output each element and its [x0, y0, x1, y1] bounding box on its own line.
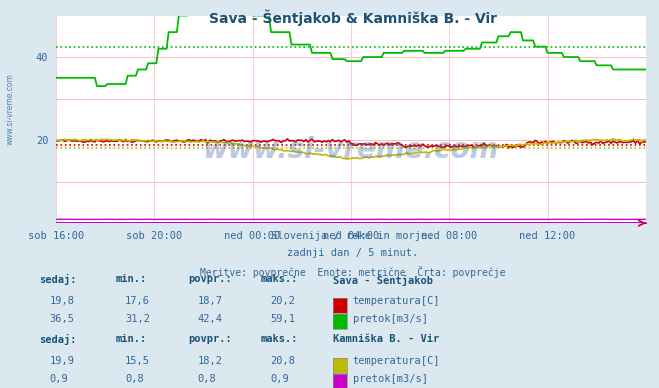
Text: www.si-vreme.com: www.si-vreme.com	[203, 137, 499, 165]
Text: temperatura[C]: temperatura[C]	[353, 356, 440, 366]
Text: temperatura[C]: temperatura[C]	[353, 296, 440, 306]
Text: 19,8: 19,8	[49, 296, 74, 306]
Text: sedaj:: sedaj:	[40, 274, 77, 284]
Text: 0,8: 0,8	[125, 374, 144, 385]
Text: 31,2: 31,2	[125, 314, 150, 324]
Text: pretok[m3/s]: pretok[m3/s]	[353, 314, 428, 324]
Text: 0,9: 0,9	[270, 374, 289, 385]
Text: 15,5: 15,5	[125, 356, 150, 366]
Text: 20,8: 20,8	[270, 356, 295, 366]
Text: sedaj:: sedaj:	[40, 334, 77, 345]
Text: 19,9: 19,9	[49, 356, 74, 366]
Text: Kamniška B. - Vir: Kamniška B. - Vir	[333, 334, 439, 344]
Text: Meritve: povprečne  Enote: metrične  Črta: povprečje: Meritve: povprečne Enote: metrične Črta:…	[200, 266, 505, 278]
Text: 36,5: 36,5	[49, 314, 74, 324]
Text: min.:: min.:	[115, 274, 146, 284]
Text: 20,2: 20,2	[270, 296, 295, 306]
Text: Slovenija / reke in morje.: Slovenija / reke in morje.	[272, 231, 434, 241]
Text: zadnji dan / 5 minut.: zadnji dan / 5 minut.	[287, 248, 418, 258]
Text: Sava - Šentjakob: Sava - Šentjakob	[333, 274, 433, 286]
Text: 59,1: 59,1	[270, 314, 295, 324]
Text: 0,8: 0,8	[198, 374, 216, 385]
Text: 42,4: 42,4	[198, 314, 223, 324]
Text: pretok[m3/s]: pretok[m3/s]	[353, 374, 428, 385]
Text: povpr.:: povpr.:	[188, 274, 231, 284]
Text: www.si-vreme.com: www.si-vreme.com	[5, 73, 14, 145]
Text: Sava - Šentjakob & Kamniška B. - Vir: Sava - Šentjakob & Kamniška B. - Vir	[208, 10, 497, 26]
Text: 18,7: 18,7	[198, 296, 223, 306]
Text: maks.:: maks.:	[260, 274, 298, 284]
Text: min.:: min.:	[115, 334, 146, 344]
Text: maks.:: maks.:	[260, 334, 298, 344]
Text: 18,2: 18,2	[198, 356, 223, 366]
Text: povpr.:: povpr.:	[188, 334, 231, 344]
Text: 17,6: 17,6	[125, 296, 150, 306]
Text: 0,9: 0,9	[49, 374, 68, 385]
